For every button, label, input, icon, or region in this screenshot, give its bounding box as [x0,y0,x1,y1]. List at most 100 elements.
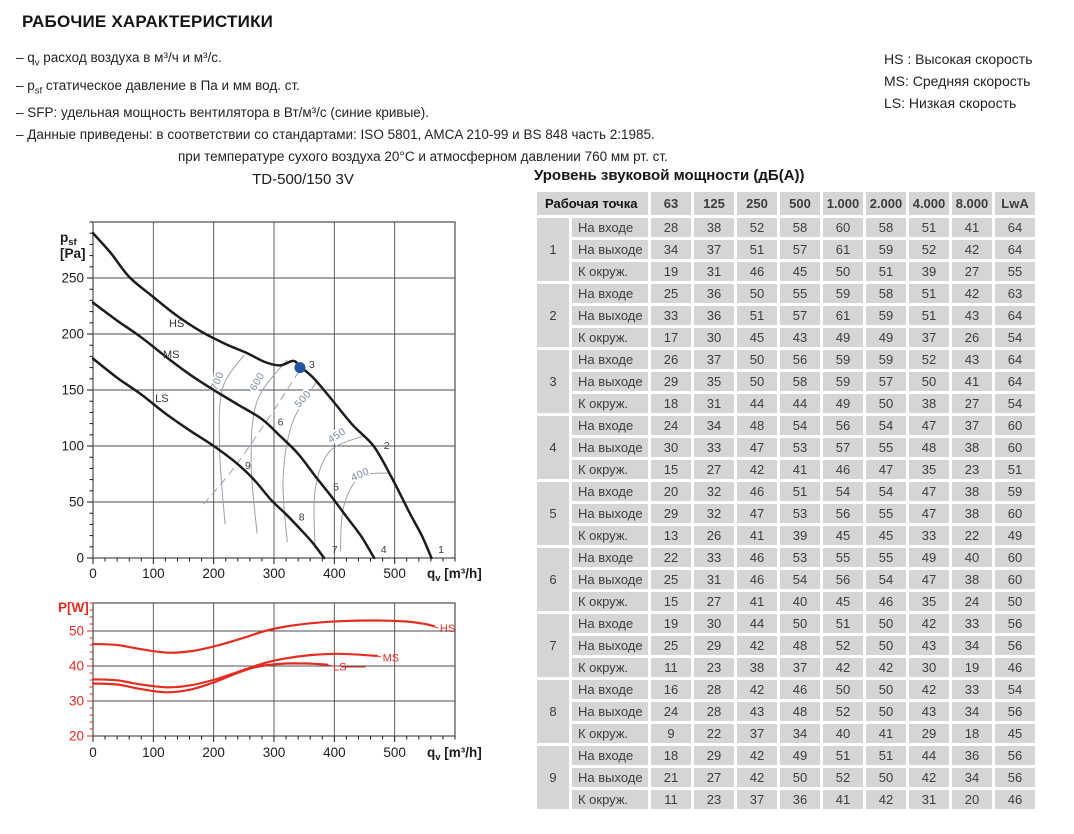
value-cell: 57 [866,372,906,391]
value-cell: 35 [694,372,734,391]
value-cell: 46 [866,592,906,611]
table-row: На выходе 21 27 42 50 52 50 42 34 56 [537,768,1035,787]
value-cell: 34 [952,768,992,787]
working-point-label-6: 6 [278,416,284,428]
value-cell: 56 [995,702,1035,721]
value-cell: 54 [866,482,906,501]
value-cell: 49 [823,394,863,413]
value-cell: 53 [780,504,820,523]
y-tick-label: 100 [61,439,84,454]
table-row: 5 На входе 20 32 46 51 54 54 47 38 59 [537,482,1035,545]
value-cell: 41 [780,460,820,479]
value-cell: 47 [909,482,949,501]
value-cell: 21 [651,768,691,787]
value-cell: 47 [909,504,949,523]
value-cell: 36 [952,746,992,765]
value-cell: 50 [780,614,820,633]
table-row: На выходе 30 33 47 53 57 55 48 38 60 [537,438,1035,457]
value-cell: 30 [694,614,734,633]
value-cell: 29 [651,504,691,523]
x-axis-title: qv [m³/h] [427,745,482,763]
table-row: К окруж. 9 22 37 34 40 41 29 18 45 [537,724,1035,743]
value-cell: 60 [823,218,863,237]
value-cell: 51 [909,284,949,303]
row-label-cell: К окруж. [572,394,648,413]
value-cell: 58 [780,372,820,391]
row-label-cell: На выходе [572,306,648,325]
value-cell: 45 [823,526,863,545]
table-row: К окруж. 15 27 41 40 45 46 35 24 50 [537,592,1035,611]
row-label-cell: На выходе [572,240,648,259]
point-number-cell: 7 [537,614,569,677]
value-cell: 22 [952,526,992,545]
value-cell: 24 [651,416,691,435]
value-cell: 55 [866,504,906,523]
value-cell: 38 [737,658,777,677]
y-axis-title: P[W] [58,600,89,615]
value-cell: 56 [995,768,1035,787]
value-cell: 25 [651,636,691,655]
value-cell: 38 [952,438,992,457]
x-axis-title: qv [m³/h] [427,566,482,584]
row-label-cell: На входе [572,284,648,303]
value-cell: 33 [952,614,992,633]
row-label-cell: На выходе [572,372,648,391]
table-row: К окруж. 11 23 37 36 41 42 31 20 46 [537,790,1035,809]
value-cell: 49 [995,526,1035,545]
value-cell: 45 [866,526,906,545]
value-cell: 34 [651,240,691,259]
value-cell: 52 [909,240,949,259]
value-cell: 64 [995,372,1035,391]
value-cell: 34 [780,724,820,743]
value-cell: 43 [909,636,949,655]
value-cell: 52 [909,350,949,369]
row-label-cell: На выходе [572,702,648,721]
x-tick-label: 200 [202,745,225,760]
row-label-cell: На входе [572,746,648,765]
value-cell: 54 [823,482,863,501]
value-cell: 51 [737,240,777,259]
value-cell: 64 [995,306,1035,325]
ls-curve [91,662,329,694]
working-point-label-3: 3 [309,359,315,371]
speed-legend: HS : Высокая скорость MS: Средняя скорост… [884,48,1033,114]
value-cell: 41 [737,592,777,611]
value-cell: 50 [866,614,906,633]
value-cell: 64 [995,240,1035,259]
table-row: 6 На входе 22 33 46 53 55 55 49 40 60 [537,548,1035,611]
value-cell: 35 [909,460,949,479]
table-title: Уровень звуковой мощности (дБ(А)) [534,167,805,184]
value-cell: 33 [651,306,691,325]
characteristics-bullet: – qv расход воздуха в м³/ч и м³/с. [16,50,222,69]
value-cell: 15 [651,592,691,611]
legend-item: HS : Высокая скорость [884,51,1033,67]
value-cell: 29 [694,746,734,765]
value-cell: 50 [866,394,906,413]
value-cell: 51 [737,306,777,325]
table-row: На выходе 33 36 51 57 61 59 51 43 64 [537,306,1035,325]
row-label-cell: На выходе [572,504,648,523]
value-cell: 38 [909,394,949,413]
value-cell: 37 [694,240,734,259]
working-point-label-1: 1 [438,544,444,556]
table-row: На выходе 29 32 47 53 56 55 47 38 60 [537,504,1035,523]
value-cell: 29 [909,724,949,743]
table-row: 2 На входе 25 36 50 55 59 58 51 42 63 [537,284,1035,347]
value-cell: 43 [780,328,820,347]
value-cell: 37 [780,658,820,677]
y-tick-label: 40 [69,659,84,674]
bullet-list: – qv расход воздуха в м³/ч и м³/с. – psf … [16,47,776,168]
ls-curve-label: LS [155,393,168,405]
value-cell: 18 [651,394,691,413]
col-header-frequency: 125 [694,192,734,215]
x-tick-label: 200 [202,566,225,581]
value-cell: 50 [823,680,863,699]
value-cell: 18 [651,746,691,765]
value-cell: 57 [780,240,820,259]
x-tick-label: 400 [323,745,346,760]
value-cell: 45 [780,262,820,281]
value-cell: 50 [737,284,777,303]
sfp-curve-label: 400 [349,465,371,484]
value-cell: 56 [995,746,1035,765]
x-tick-label: 0 [89,566,97,581]
